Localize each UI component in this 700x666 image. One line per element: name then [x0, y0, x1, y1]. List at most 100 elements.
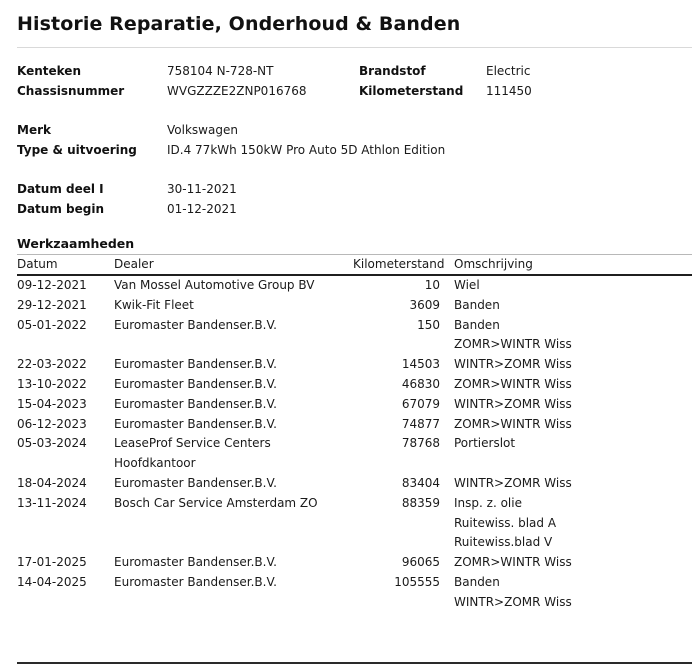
chassisnummer-value: WVGZZZE2ZNP016768	[167, 84, 307, 98]
cell-dealer	[114, 593, 353, 613]
cell-dealer	[114, 533, 353, 553]
brandstof-value: Electric	[486, 64, 531, 78]
cell-kilometerstand: 67079	[401, 396, 440, 411]
cell-kilometerstand	[353, 533, 440, 553]
table-row: Ruitewiss.blad V	[17, 533, 692, 553]
cell-datum: 13-11-2024	[17, 495, 87, 510]
cell-omschrijving: Banden	[454, 297, 500, 312]
table-row: Ruitewiss. blad A	[17, 514, 692, 534]
vehicle-identity-section: Kenteken 758104 N-728-NT Brandstof Elect…	[17, 61, 692, 101]
kilometerstand-value: 111450	[486, 84, 532, 98]
cell-datum: 17-01-2025	[17, 555, 87, 570]
work-table-body: 09-12-2021 Van Mossel Automotive Group BV…	[17, 275, 692, 613]
cell-datum: 22-03-2022	[17, 357, 87, 372]
cell-kilometerstand: 74877	[401, 416, 440, 431]
cell-datum	[17, 593, 114, 613]
cell-kilometerstand: 3609	[409, 297, 440, 312]
cell-dealer: Euromaster Bandenser.B.V.	[114, 475, 277, 490]
cell-datum: 05-03-2024	[17, 436, 87, 451]
cell-dealer: Euromaster Bandenser.B.V.	[114, 357, 277, 372]
table-row: 13-11-2024 Bosch Car Service Amsterdam ZO…	[17, 494, 692, 514]
footer-divider	[17, 662, 692, 664]
cell-omschrijving: Banden	[454, 317, 500, 332]
cell-datum	[17, 514, 114, 534]
cell-kilometerstand: 105555	[394, 574, 440, 589]
kenteken-label: Kenteken	[17, 64, 81, 78]
registration-dates-section: Datum deel I 30-11-2021 Datum begin 01-1…	[17, 179, 692, 219]
cell-datum: 18-04-2024	[17, 475, 87, 490]
merk-label: Merk	[17, 123, 51, 137]
cell-kilometerstand: 14503	[401, 357, 440, 372]
cell-omschrijving: ZOMR>WINTR Wiss	[454, 337, 572, 352]
report-page: Historie Reparatie, Onderhoud & Banden K…	[0, 13, 700, 666]
cell-kilometerstand: 46830	[401, 376, 440, 391]
cell-omschrijving: Banden	[454, 574, 500, 589]
cell-datum: 06-12-2023	[17, 416, 87, 431]
table-row: 22-03-2022 Euromaster Bandenser.B.V. 14503…	[17, 355, 692, 375]
table-row: WINTR>ZOMR Wiss	[17, 593, 692, 613]
cell-dealer: Euromaster Bandenser.B.V.	[114, 396, 277, 411]
vehicle-model-section: Merk Volkswagen Type & uitvoering ID.4 7…	[17, 120, 692, 160]
column-header-kilometerstand: Kilometerstand	[353, 254, 445, 276]
cell-datum: 09-12-2021	[17, 278, 87, 292]
cell-omschrijving: WINTR>ZOMR Wiss	[454, 357, 572, 372]
cell-dealer: Euromaster Bandenser.B.V.	[114, 416, 277, 431]
cell-omschrijving: ZOMR>WINTR Wiss	[454, 376, 572, 391]
cell-dealer: Van Mossel Automotive Group BV	[114, 278, 315, 292]
datum-deel1-label: Datum deel I	[17, 182, 104, 196]
cell-dealer: Euromaster Bandenser.B.V.	[114, 376, 277, 391]
cell-omschrijving: ZOMR>WINTR Wiss	[454, 555, 572, 570]
cell-omschrijving: Portierslot	[454, 436, 516, 451]
work-table-header: Datum Dealer Kilometerstand Omschrijving	[17, 254, 692, 276]
cell-dealer: Kwik-Fit Fleet	[114, 297, 194, 312]
cell-dealer	[114, 514, 353, 534]
cell-datum: 29-12-2021	[17, 297, 87, 312]
cell-kilometerstand: 150	[417, 317, 440, 332]
type-uitvoering-value: ID.4 77kWh 150kW Pro Auto 5D Athlon Edit…	[167, 143, 446, 157]
chassisnummer-label: Chassisnummer	[17, 84, 125, 98]
cell-omschrijving: Ruitewiss. blad A	[454, 515, 557, 530]
werkzaamheden-heading: Werkzaamheden	[17, 236, 135, 251]
cell-dealer: Bosch Car Service Amsterdam ZO	[114, 495, 318, 510]
cell-kilometerstand	[353, 335, 440, 355]
type-uitvoering-label: Type & uitvoering	[17, 143, 137, 157]
table-row: 13-10-2022 Euromaster Bandenser.B.V. 46830…	[17, 375, 692, 395]
column-header-datum: Datum	[17, 254, 114, 276]
cell-datum: 15-04-2023	[17, 396, 87, 411]
table-row: 17-01-2025 Euromaster Bandenser.B.V. 96065…	[17, 553, 692, 573]
table-row: 15-04-2023 Euromaster Bandenser.B.V. 67079…	[17, 395, 692, 415]
cell-datum: 13-10-2022	[17, 376, 87, 391]
cell-omschrijving: Wiel	[454, 278, 480, 292]
cell-omschrijving: WINTR>ZOMR Wiss	[454, 594, 572, 609]
cell-dealer: LeaseProf Service Centers Hoofdkantoor	[114, 436, 271, 471]
cell-omschrijving: Ruitewiss.blad V	[454, 535, 553, 550]
table-row: ZOMR>WINTR Wiss	[17, 335, 692, 355]
cell-kilometerstand: 96065	[401, 555, 440, 570]
cell-omschrijving: WINTR>ZOMR Wiss	[454, 475, 572, 490]
column-header-dealer: Dealer	[114, 254, 353, 276]
table-row: 18-04-2024 Euromaster Bandenser.B.V. 83404…	[17, 474, 692, 494]
header-row: Datum Dealer Kilometerstand Omschrijving	[17, 254, 692, 276]
table-row: 05-01-2022 Euromaster Bandenser.B.V. 150 Ba…	[17, 316, 692, 336]
cell-dealer	[114, 335, 353, 355]
page-title: Historie Reparatie, Onderhoud & Banden	[17, 13, 461, 35]
cell-dealer: Euromaster Bandenser.B.V.	[114, 317, 277, 332]
cell-kilometerstand: 78768	[401, 436, 440, 451]
cell-omschrijving: Insp. z. olie	[454, 495, 522, 510]
datum-deel1-value: 30-11-2021	[167, 182, 237, 196]
table-row: 09-12-2021 Van Mossel Automotive Group BV…	[17, 275, 692, 296]
datum-begin-label: Datum begin	[17, 202, 104, 216]
cell-datum: 05-01-2022	[17, 317, 87, 332]
cell-datum	[17, 335, 114, 355]
table-row: 05-03-2024 LeaseProf Service Centers Hoof…	[17, 434, 692, 474]
cell-datum	[17, 533, 114, 553]
cell-kilometerstand	[353, 514, 440, 534]
datum-begin-value: 01-12-2021	[167, 202, 237, 216]
cell-omschrijving: WINTR>ZOMR Wiss	[454, 396, 572, 411]
cell-omschrijving: ZOMR>WINTR Wiss	[454, 416, 572, 431]
cell-kilometerstand: 88359	[401, 495, 440, 510]
cell-datum: 14-04-2025	[17, 574, 87, 589]
cell-kilometerstand: 10	[424, 278, 440, 292]
table-row: 06-12-2023 Euromaster Bandenser.B.V. 74877…	[17, 415, 692, 435]
merk-value: Volkswagen	[167, 123, 238, 137]
